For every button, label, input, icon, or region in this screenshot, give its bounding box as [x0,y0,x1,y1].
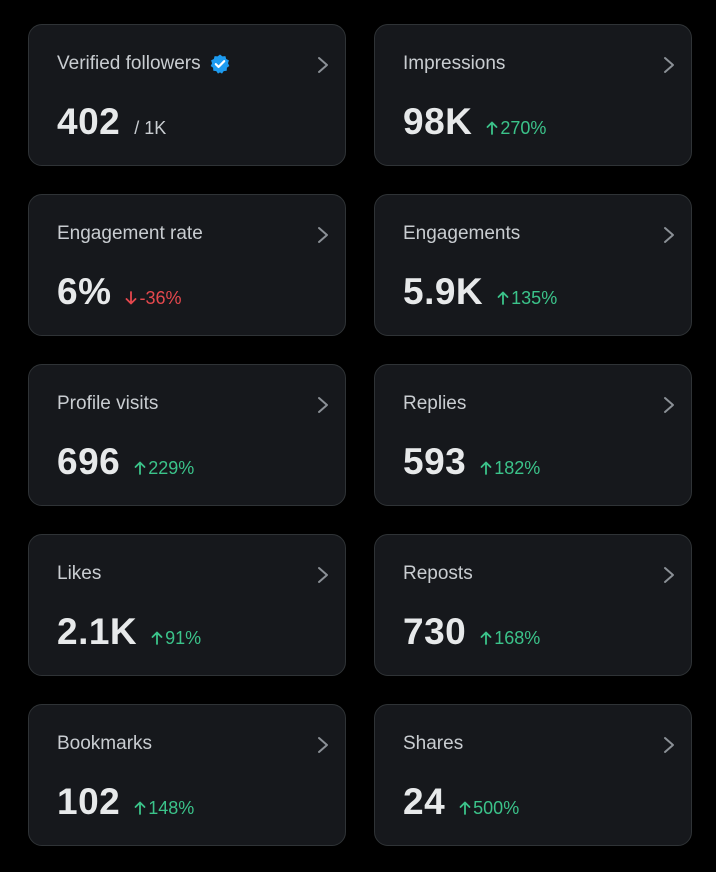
verified-badge-icon [209,53,231,75]
chevron-right-icon [664,737,674,753]
metric-card-impressions[interactable]: Impressions 98K 270% [374,24,692,166]
metric-title: Bookmarks [57,733,153,754]
metric-card-likes[interactable]: Likes 2.1K 91% [28,534,346,676]
metric-change-value: 182% [494,458,541,478]
metric-change: 182% [480,458,540,479]
metric-title: Profile visits [57,393,159,414]
metric-title: Engagement rate [57,223,203,244]
metric-change: 270% [486,118,546,139]
metric-value: 2.1K [57,611,138,652]
metric-value: 24 [403,781,446,822]
metric-change-value: 91% [165,628,202,648]
metric-card-shares[interactable]: Shares 24 500% [374,704,692,846]
metric-change-value: -36% [139,288,182,308]
metric-value-row: 730 168% [403,611,540,653]
analytics-metrics-grid: Verified followers 402 / 1K Impressions … [28,24,692,846]
arrow-up-icon [497,291,509,305]
metric-value: 593 [403,441,467,482]
metric-change-value: 500% [473,798,520,818]
metric-value: 102 [57,781,121,822]
metric-change-value: 168% [494,628,541,648]
metric-card-bookmarks[interactable]: Bookmarks 102 148% [28,704,346,846]
metric-value-row: 24 500% [403,781,519,823]
metric-card-reposts[interactable]: Reposts 730 168% [374,534,692,676]
metric-value-row: 2.1K 91% [57,611,201,653]
arrow-down-icon [126,291,137,305]
arrow-up-icon [134,801,146,815]
chevron-right-icon [318,737,328,753]
chevron-right-icon [664,567,674,583]
metric-title: Impressions [403,53,506,74]
metric-value: 5.9K [403,271,484,312]
metric-value-row: 6% -36% [57,271,182,313]
metric-value-row: 5.9K 135% [403,271,557,313]
metric-title: Shares [403,733,464,754]
chevron-right-icon [664,227,674,243]
metric-change: -36% [125,288,182,309]
metric-value: 98K [403,101,473,142]
chevron-right-icon [318,397,328,413]
metric-change: 135% [497,288,557,309]
arrow-up-icon [480,461,492,475]
metric-value-row: 696 229% [57,441,194,483]
metric-value: 696 [57,441,121,482]
metric-change: 229% [134,458,194,479]
metric-change-value: 270% [500,118,547,138]
metric-change-value: 148% [148,798,195,818]
metric-value: 730 [403,611,467,652]
metric-change: 500% [459,798,519,819]
metric-card-verified-followers[interactable]: Verified followers 402 / 1K [28,24,346,166]
chevron-right-icon [664,397,674,413]
arrow-up-icon [486,121,498,135]
metric-card-engagements[interactable]: Engagements 5.9K 135% [374,194,692,336]
metric-title: Verified followers [57,53,231,75]
metric-change-value: 229% [148,458,195,478]
metric-title: Likes [57,563,102,584]
metric-title-label: Verified followers [57,53,201,74]
metric-value: 402 [57,101,121,142]
chevron-right-icon [318,227,328,243]
metric-change: 168% [480,628,540,649]
metric-title: Reposts [403,563,473,584]
metric-change-value: 135% [511,288,558,308]
metric-title: Replies [403,393,467,414]
metric-value-row: 102 148% [57,781,194,823]
metric-value-row: 593 182% [403,441,540,483]
metric-value-row: 98K 270% [403,101,546,143]
metric-card-profile-visits[interactable]: Profile visits 696 229% [28,364,346,506]
arrow-up-icon [134,461,146,475]
chevron-right-icon [664,57,674,73]
metric-goal: / 1K [134,118,167,138]
metric-change: 91% [151,628,201,649]
metric-value-row: 402 / 1K [57,101,166,143]
metric-card-engagement-rate[interactable]: Engagement rate 6% -36% [28,194,346,336]
metric-change: 148% [134,798,194,819]
chevron-right-icon [318,57,328,73]
metric-value: 6% [57,271,112,312]
metric-title: Engagements [403,223,521,244]
chevron-right-icon [318,567,328,583]
arrow-up-icon [459,801,471,815]
arrow-up-icon [151,631,163,645]
metric-card-replies[interactable]: Replies 593 182% [374,364,692,506]
arrow-up-icon [480,631,492,645]
